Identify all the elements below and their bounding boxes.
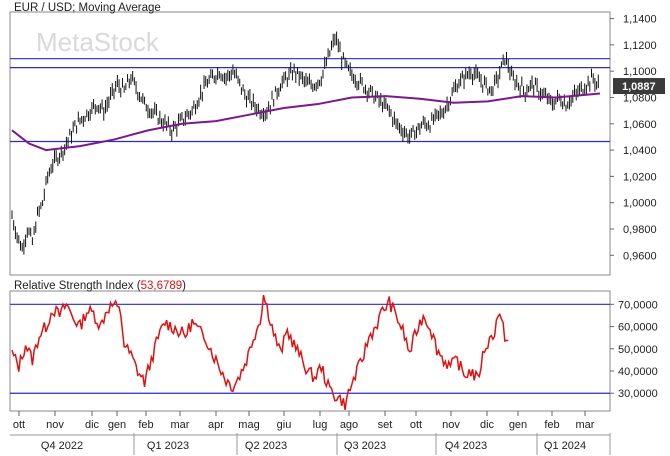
price-tick-label: 1,1000 <box>623 66 657 78</box>
price-tick-label: 1,0200 <box>623 171 657 183</box>
month-label: lug <box>313 419 328 431</box>
month-label: mar <box>171 419 190 431</box>
quarter-label: Q4 2023 <box>445 440 487 452</box>
month-label: apr <box>208 419 224 431</box>
price-tick-label: 0,9800 <box>623 224 657 236</box>
last-price-badge <box>613 78 665 95</box>
rsi-tick-label: 60,0000 <box>618 322 658 334</box>
price-tick-label: 1,0000 <box>623 198 657 210</box>
month-label: dic <box>85 419 100 431</box>
price-tick-label: 1,0400 <box>623 145 657 157</box>
month-label: mag <box>238 419 259 431</box>
price-chart-title: EUR / USD; Moving Average <box>14 2 161 14</box>
price-tick-label: 1,1400 <box>623 14 657 26</box>
month-label: feb <box>544 419 559 431</box>
quarter-label: Q4 2022 <box>41 440 83 452</box>
month-label: nov <box>442 419 460 431</box>
rsi-title-text: Relative Strength Index <box>14 280 134 292</box>
price-layer: 1,1400 1,1200 1,1000 1,0800 1,0600 1,0400 1,02… <box>10 14 665 262</box>
month-label: ago <box>340 419 358 431</box>
month-label: giu <box>277 419 292 431</box>
month-label: dic <box>480 419 495 431</box>
last-price-label: 1,0887 <box>622 81 656 93</box>
rsi-tick-label: 30,0000 <box>618 388 658 400</box>
axis-layer: ott nov dic gen feb mar apr mag giu lug ago set ott n… <box>10 411 611 455</box>
price-tick-label: 0,9600 <box>623 250 657 262</box>
rsi-line <box>11 294 509 410</box>
rsi-panel-frame <box>9 290 611 412</box>
rsi-tick-label: 50,0000 <box>618 344 658 356</box>
rsi-chart-title: Relative Strength Index (53,6789) <box>14 280 186 292</box>
month-label: feb <box>138 419 153 431</box>
month-label: gen <box>509 419 527 431</box>
rsi-current-value: 53,6789 <box>141 280 183 292</box>
quarter-label: Q3 2023 <box>344 440 386 452</box>
month-label: ott <box>410 419 422 431</box>
price-tick-label: 1,0600 <box>623 119 657 131</box>
quarter-label: Q1 2024 <box>544 440 586 452</box>
price-tick-label: 1,0800 <box>623 92 657 104</box>
quarter-label: Q2 2023 <box>245 440 287 452</box>
month-label: set <box>378 419 393 431</box>
moving-average-line <box>11 92 601 152</box>
rsi-layer: 70,0000 60,0000 50,0000 40,0000 30,0000 <box>10 294 658 410</box>
month-label: mar <box>576 419 595 431</box>
month-label: ott <box>13 419 25 431</box>
month-label: nov <box>46 419 64 431</box>
metastock-watermark: MetaStock <box>36 27 160 57</box>
price-panel-frame <box>9 11 611 276</box>
quarter-label: Q1 2023 <box>147 440 189 452</box>
month-label: gen <box>108 419 126 431</box>
rsi-tick-label: 40,0000 <box>618 366 658 378</box>
price-tick-label: 1,1200 <box>623 40 657 52</box>
rsi-tick-label: 70,0000 <box>618 299 658 311</box>
